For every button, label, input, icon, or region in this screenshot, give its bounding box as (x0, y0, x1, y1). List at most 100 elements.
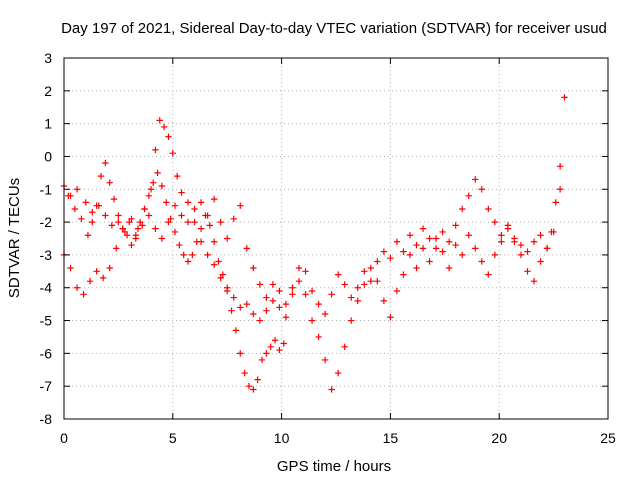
data-point (171, 202, 179, 209)
data-point (256, 317, 264, 324)
x-tick-label: 10 (274, 430, 290, 446)
data-point (230, 294, 237, 301)
data-point (106, 179, 113, 186)
data-point (504, 225, 512, 232)
data-point (215, 258, 222, 265)
data-point (380, 248, 388, 255)
data-point (126, 218, 133, 226)
chart-title: Day 197 of 2021, Sidereal Day-to-day VTE… (61, 20, 607, 37)
data-point (445, 238, 453, 245)
data-point (165, 218, 172, 226)
data-point (224, 235, 231, 242)
data-point (387, 314, 394, 321)
data-point (250, 264, 257, 272)
data-point (556, 163, 564, 170)
data-point (426, 235, 433, 242)
data-point (210, 238, 218, 245)
data-point (282, 314, 290, 321)
data-point (491, 218, 499, 226)
data-points (60, 94, 568, 393)
data-point (400, 271, 407, 278)
data-point (191, 218, 198, 226)
data-point (197, 225, 205, 232)
data-point (176, 241, 183, 249)
x-tick-label: 15 (383, 430, 399, 446)
data-point (289, 284, 296, 291)
data-point (269, 297, 277, 305)
x-tick-label: 20 (491, 430, 507, 446)
data-point (263, 294, 270, 301)
data-point (106, 264, 113, 272)
data-point (537, 258, 544, 265)
y-tick-label: 1 (44, 116, 52, 132)
data-point (465, 192, 472, 200)
data-point (245, 382, 253, 390)
data-point (439, 248, 446, 255)
data-point (82, 199, 89, 206)
data-point (374, 258, 381, 265)
data-point (439, 228, 446, 236)
data-point (452, 241, 459, 249)
data-point (119, 225, 126, 232)
data-point (169, 149, 176, 157)
data-point (530, 277, 538, 285)
data-point (413, 264, 420, 272)
data-point (432, 245, 440, 252)
data-point (243, 245, 250, 252)
data-point (93, 202, 100, 209)
x-tick-label: 0 (60, 430, 68, 446)
data-point (204, 251, 211, 259)
data-point (145, 192, 153, 200)
data-point (537, 232, 544, 239)
data-point (230, 215, 237, 223)
data-point (206, 222, 213, 229)
data-point (334, 271, 342, 278)
data-point (152, 146, 159, 154)
data-point (280, 340, 287, 347)
data-point (158, 182, 166, 190)
data-point (102, 212, 109, 219)
data-point (282, 300, 290, 308)
y-tick-label: -3 (40, 247, 53, 263)
y-tick-label: -7 (40, 378, 53, 394)
data-point (478, 258, 485, 265)
data-point (89, 218, 96, 226)
data-point (524, 268, 531, 275)
y-tick-label: 0 (44, 148, 52, 164)
data-point (171, 228, 179, 236)
data-point (552, 199, 559, 206)
data-point (465, 232, 472, 239)
data-point (202, 212, 209, 219)
data-point (191, 205, 198, 213)
data-point (158, 235, 166, 242)
data-point (99, 274, 107, 282)
data-point (115, 212, 122, 219)
data-point (132, 235, 140, 242)
data-point (258, 356, 266, 364)
y-tick-label: 3 (44, 50, 52, 66)
data-point (517, 241, 525, 249)
data-point (361, 268, 368, 275)
data-point (232, 327, 240, 334)
data-point (180, 251, 187, 259)
y-tick-label: -6 (40, 345, 53, 361)
data-point (156, 117, 163, 124)
data-point (341, 343, 348, 350)
data-point (113, 245, 120, 252)
data-point (315, 333, 322, 341)
data-point (354, 297, 361, 305)
y-axis-label: SDTVAR / TECUs (6, 178, 23, 298)
data-point (210, 261, 218, 268)
data-point (269, 281, 277, 288)
data-point (65, 192, 72, 200)
data-point (367, 277, 375, 285)
data-point (84, 232, 92, 239)
data-point (550, 228, 557, 236)
data-point (165, 133, 172, 140)
data-point (237, 350, 244, 357)
data-point (445, 264, 453, 272)
data-point (241, 369, 248, 377)
data-point (263, 307, 270, 314)
data-point (237, 304, 244, 311)
data-point (71, 205, 79, 213)
